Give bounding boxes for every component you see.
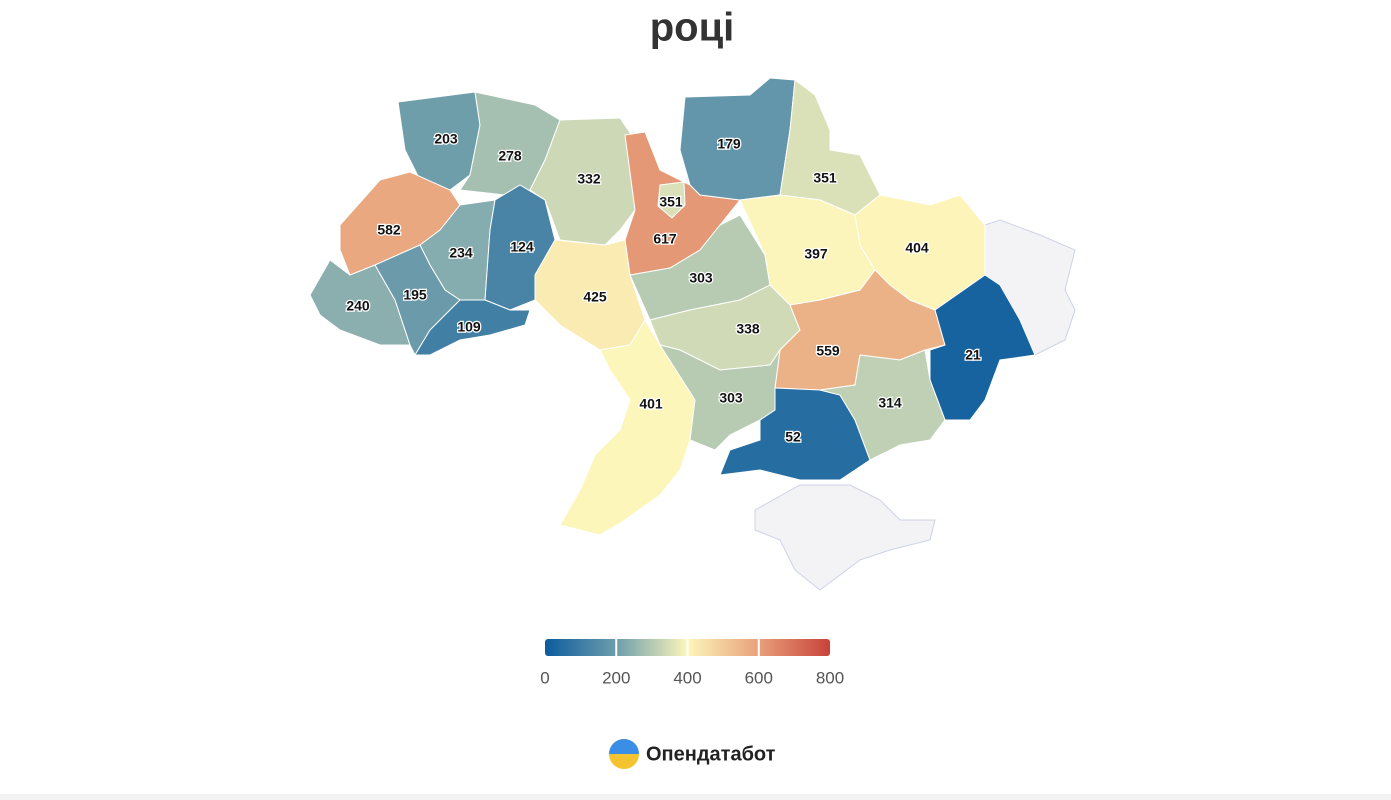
colorbar-tick-label: 400 bbox=[673, 668, 701, 687]
region-label: 124 bbox=[510, 239, 534, 255]
region-label: 338 bbox=[736, 321, 760, 337]
region-label: 234 bbox=[449, 245, 473, 261]
region-label: 109 bbox=[457, 319, 481, 335]
region-labels: 203 278 332 617 351 179 351 582 234 124 425 303 397 4… bbox=[345, 129, 982, 446]
region bbox=[929, 274, 1036, 421]
region-label: 397 bbox=[804, 246, 828, 262]
colorbar-tick-label: 200 bbox=[602, 668, 630, 687]
region-label: 240 bbox=[346, 298, 370, 314]
region bbox=[559, 319, 696, 536]
region-label: 332 bbox=[577, 171, 601, 187]
region bbox=[819, 349, 946, 461]
region-label: 582 bbox=[377, 222, 401, 238]
region-label: 559 bbox=[816, 343, 840, 359]
region-label: 617 bbox=[653, 231, 677, 247]
region-label: 351 bbox=[813, 170, 837, 186]
region-label: 351 bbox=[659, 194, 683, 210]
no-data-region bbox=[754, 484, 936, 591]
colorbar-tick-label: 0 bbox=[540, 668, 549, 687]
region bbox=[657, 181, 686, 219]
region-label: 303 bbox=[689, 270, 713, 286]
brand: Опендатабот bbox=[646, 743, 776, 765]
region-label: 52 bbox=[785, 429, 801, 445]
logo-icon-top bbox=[609, 739, 639, 754]
region-label: 278 bbox=[498, 148, 522, 164]
region-label: 314 bbox=[878, 395, 902, 411]
colorbar-tick-label: 800 bbox=[816, 668, 844, 687]
region-label: 203 bbox=[434, 131, 458, 147]
colorbar-tick-label: 600 bbox=[745, 668, 773, 687]
bottom-strip bbox=[0, 794, 1391, 800]
region-label: 401 bbox=[639, 396, 663, 412]
region bbox=[414, 299, 531, 356]
regions bbox=[309, 77, 1036, 536]
region-label: 425 bbox=[583, 289, 607, 305]
region-label: 195 bbox=[403, 287, 427, 303]
colorbar-ticks: 0 200 400 600 800 bbox=[540, 639, 844, 687]
region-label: 303 bbox=[719, 390, 743, 406]
region-label: 404 bbox=[905, 240, 929, 256]
region-label: 179 bbox=[717, 136, 741, 152]
map-title: році bbox=[650, 6, 735, 50]
region-label: 21 bbox=[965, 347, 981, 363]
